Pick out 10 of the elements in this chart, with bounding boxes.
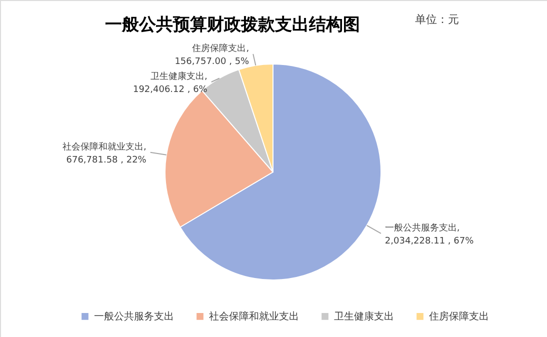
chart-title: 一般公共预算财政拨款支出结构图 <box>105 15 360 35</box>
legend-label: 一般公共服务支出 <box>94 310 174 322</box>
legend-label: 住房保障支出 <box>429 310 489 322</box>
data-label: 卫生健康支出, 192,406.12 , 6% <box>132 71 208 95</box>
legend-label: 卫生健康支出 <box>334 310 394 322</box>
data-label: 一般公共服务支出, 2,034,228.11 , 67% <box>384 222 474 246</box>
data-label: 社会保障和就业支出, 676,781.58 , 22% <box>62 141 147 166</box>
text: 单位：元 <box>415 13 459 26</box>
data-label: 住房保障支出, 156,757.00 , 5% <box>174 43 250 67</box>
legend-label: 社会保障和就业支出 <box>209 310 299 322</box>
